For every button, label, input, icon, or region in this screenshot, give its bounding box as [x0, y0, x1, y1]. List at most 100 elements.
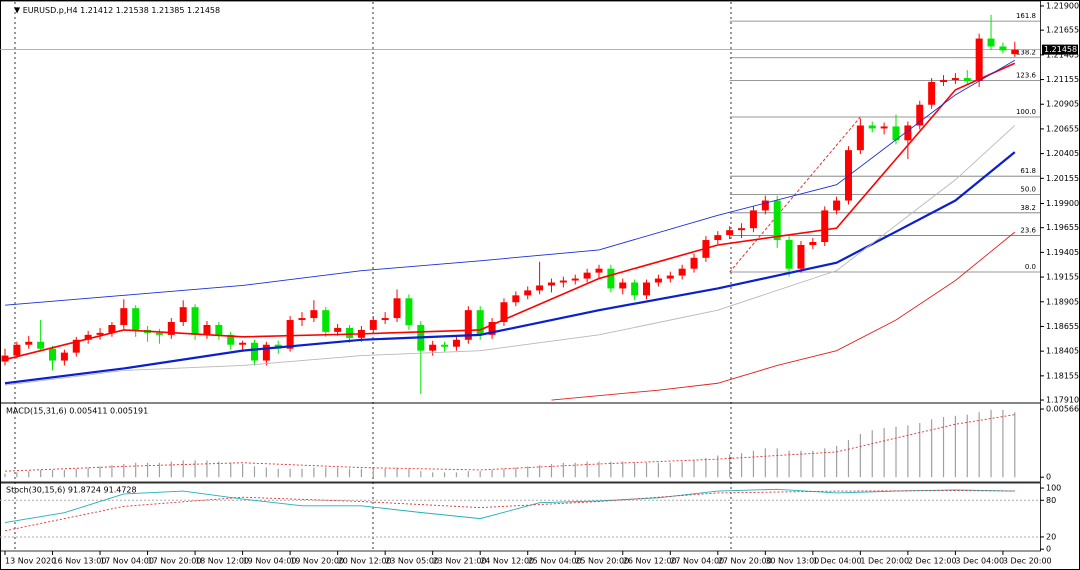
candle-body [916, 104, 924, 126]
candle-body [797, 244, 805, 269]
candle-body [726, 230, 734, 236]
fib-label: 0.0 [1025, 263, 1036, 271]
fib-label: 38.2 [1020, 204, 1036, 212]
candle-body [975, 38, 983, 82]
candle-body [476, 310, 484, 335]
x-tick-label: 17 Nov 20:00 [148, 557, 202, 566]
candle-body [987, 38, 995, 47]
candle-body [310, 310, 318, 319]
chart-header: ▼ EURUSD.p,H4 1.21412 1.21538 1.21385 1.… [14, 6, 220, 15]
y-tick-label: 1.21155 [1046, 75, 1079, 84]
x-tick-label: 19 Nov 20:00 [290, 557, 344, 566]
x-tick-label: 23 Nov 05:00 [385, 557, 439, 566]
candle-body [666, 275, 674, 279]
low: 1.21385 [151, 6, 184, 15]
candle-body [1011, 49, 1019, 55]
candle-body [595, 268, 603, 273]
candle-body [963, 78, 971, 82]
candle-body [880, 126, 888, 129]
candle-body [654, 278, 662, 283]
candle-body [738, 228, 746, 231]
symbol: EURUSD.p,H4 [23, 6, 78, 15]
stoch-title: Stoch(30,15,6) 91.8724 91.4728 [6, 486, 137, 495]
candle-body [951, 78, 959, 81]
indicator-line [4, 488, 1015, 524]
candle-body [512, 295, 520, 303]
candle-body [37, 341, 45, 349]
candle-body [464, 310, 472, 340]
x-tick-label: 27 Nov 04:00 [670, 557, 724, 566]
y-tick-label: 0 [1046, 545, 1051, 554]
candle-body [761, 200, 769, 211]
candle-body [381, 318, 389, 321]
candle-body [203, 324, 211, 335]
candle-body [583, 272, 591, 279]
candle-body [346, 327, 354, 338]
candle-body [892, 126, 900, 141]
fib-label: 123.6 [1016, 71, 1037, 79]
y-tick-label: 1.20405 [1046, 149, 1079, 158]
candle-body [334, 327, 342, 332]
candle-body [571, 278, 579, 281]
candle-body [49, 348, 57, 361]
x-tick-label: 25 Nov 20:00 [575, 557, 629, 566]
macd-title: MACD(15,31,6) 0.005411 0.005191 [6, 407, 148, 416]
x-tick-label: 16 Nov 13:00 [53, 557, 107, 566]
indicator-line [4, 62, 1016, 361]
price-box [1042, 44, 1078, 55]
candle-body [619, 282, 627, 289]
y-tick-label: 1.20905 [1046, 100, 1079, 109]
x-tick-label: 27 Nov 20:00 [718, 557, 772, 566]
x-tick-label: 18 Nov 12:00 [195, 557, 249, 566]
candle-body [928, 82, 936, 105]
x-tick-label: 24 Nov 12:00 [480, 557, 534, 566]
candle-body [547, 282, 555, 286]
x-tick-label: 19 Nov 04:00 [243, 557, 297, 566]
close: 1.21458 [187, 6, 220, 15]
x-tick-label: 3 Dec 20:00 [1003, 557, 1052, 566]
candle-body [524, 290, 532, 296]
y-tick-label: 0.005666 [1046, 405, 1080, 414]
open: 1.21412 [80, 6, 113, 15]
y-tick-label: 1.21405 [1046, 50, 1079, 59]
candle-body [286, 320, 294, 349]
candle-body [940, 80, 948, 83]
fib-label: 50.0 [1020, 186, 1036, 194]
y-tick-label: 1.19655 [1046, 223, 1079, 232]
candle-body [821, 210, 829, 243]
candle-body [714, 235, 722, 241]
candle-body [72, 339, 80, 353]
y-tick-label: 1.19900 [1046, 199, 1079, 208]
candle-body [322, 310, 330, 332]
candle-body [678, 268, 686, 276]
y-tick-label: 1.21655 [1046, 26, 1079, 35]
candle-body [405, 298, 413, 325]
candle-body [607, 268, 615, 289]
x-tick-label: 17 Nov 04:00 [100, 557, 154, 566]
y-tick-label: 1.19155 [1046, 273, 1079, 282]
y-tick-label: 1.18405 [1046, 347, 1079, 356]
candle-body [1, 355, 9, 362]
candle-body [96, 332, 104, 335]
x-tick-label: 1 Dec 20:00 [860, 557, 909, 566]
candle-body [631, 282, 639, 296]
candle-body [999, 46, 1007, 51]
x-tick-label: 23 Nov 21:00 [433, 557, 487, 566]
candle-body [108, 324, 116, 333]
candle-body [13, 344, 21, 356]
candle-body [452, 339, 460, 347]
y-tick-label: 1.18905 [1046, 297, 1079, 306]
candle-body [690, 257, 698, 269]
y-tick-label: 1.17910 [1046, 396, 1079, 405]
candle-body [441, 344, 449, 347]
y-tick-label: 1.20655 [1046, 124, 1079, 133]
y-tick-label: 20 [1046, 532, 1056, 541]
indicator-line [4, 490, 1015, 532]
panel [0, 482, 1041, 552]
y-tick-label: 1.20155 [1046, 174, 1079, 183]
candle-body [773, 200, 781, 241]
high: 1.21538 [116, 6, 149, 15]
candle-body [809, 242, 817, 245]
y-tick-label: 1.18155 [1046, 371, 1079, 380]
